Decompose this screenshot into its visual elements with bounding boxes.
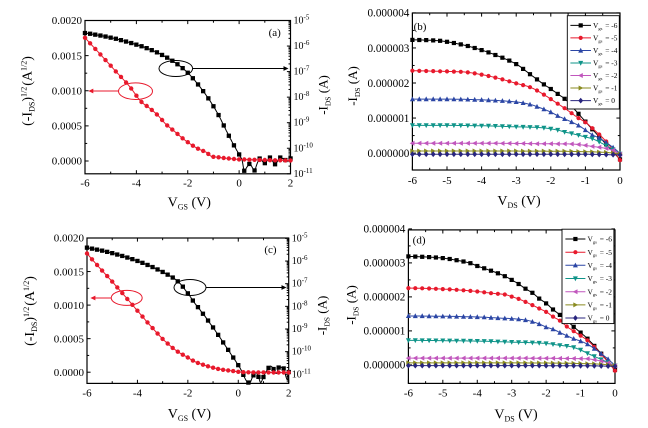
svg-text:(b): (b) xyxy=(414,21,427,33)
svg-text:-2: -2 xyxy=(546,175,555,187)
svg-text:-IDS (A): -IDS (A) xyxy=(344,285,361,325)
svg-text:2: 2 xyxy=(288,178,294,190)
svg-text:-IDS (A): -IDS (A) xyxy=(345,66,362,106)
svg-text:0.0020: 0.0020 xyxy=(52,15,83,27)
svg-text:-3: -3 xyxy=(507,388,517,400)
svg-text:-4: -4 xyxy=(477,175,487,187)
svg-text:0: 0 xyxy=(617,175,623,187)
svg-text:Vgs = -2: Vgs = -2 xyxy=(593,71,618,81)
svg-text:VGS (V): VGS (V) xyxy=(168,407,212,423)
svg-text:-1: -1 xyxy=(581,175,590,187)
svg-text:-2: -2 xyxy=(542,388,551,400)
svg-text:0.000003: 0.000003 xyxy=(367,43,409,55)
svg-text:(c): (c) xyxy=(264,244,277,256)
svg-text:VDS (V): VDS (V) xyxy=(497,194,541,210)
svg-text:-2: -2 xyxy=(183,388,192,400)
svg-text:0.000004: 0.000004 xyxy=(363,224,405,236)
svg-text:-6: -6 xyxy=(408,175,418,187)
svg-text:Vgs = -2: Vgs = -2 xyxy=(588,287,613,297)
svg-text:-4: -4 xyxy=(132,178,142,190)
svg-text:Vgs = -5: Vgs = -5 xyxy=(593,34,618,44)
svg-text:-2: -2 xyxy=(183,178,192,190)
svg-text:Vgs = -6: Vgs = -6 xyxy=(588,235,613,245)
svg-text:0.0000: 0.0000 xyxy=(52,156,83,168)
svg-text:0.0015: 0.0015 xyxy=(52,50,83,62)
svg-text:0.000003: 0.000003 xyxy=(363,258,405,270)
svg-text:-4: -4 xyxy=(133,388,143,400)
svg-text:0: 0 xyxy=(612,388,618,400)
svg-text:-1: -1 xyxy=(576,388,585,400)
svg-text:0.000001: 0.000001 xyxy=(363,326,405,338)
svg-text:Vgs = -3: Vgs = -3 xyxy=(593,59,618,69)
svg-text:0.0010: 0.0010 xyxy=(52,85,83,97)
svg-text:VDS (V): VDS (V) xyxy=(494,408,538,424)
svg-text:0.000000: 0.000000 xyxy=(367,148,409,160)
svg-text:0.000002: 0.000002 xyxy=(367,78,409,90)
svg-text:Vgs = 0: Vgs = 0 xyxy=(588,314,610,324)
svg-text:Vgs = -4: Vgs = -4 xyxy=(593,46,618,56)
svg-text:0.0010: 0.0010 xyxy=(54,300,85,312)
svg-text:0.0015: 0.0015 xyxy=(54,266,85,278)
svg-text:Vgs = -4: Vgs = -4 xyxy=(588,261,613,271)
svg-text:Vgs = -1: Vgs = -1 xyxy=(588,300,613,310)
svg-text:0.0005: 0.0005 xyxy=(52,121,83,133)
svg-text:0.0005: 0.0005 xyxy=(54,333,85,345)
svg-text:-6: -6 xyxy=(80,178,90,190)
svg-text:Vgs = 0: Vgs = 0 xyxy=(593,96,615,106)
svg-text:0: 0 xyxy=(236,388,242,400)
svg-text:0.000004: 0.000004 xyxy=(367,8,409,20)
svg-text:0.0000: 0.0000 xyxy=(54,367,85,379)
svg-text:Vgs = -1: Vgs = -1 xyxy=(593,84,618,94)
svg-text:0.000001: 0.000001 xyxy=(367,113,409,125)
svg-text:-IDS (A): -IDS (A) xyxy=(316,75,333,115)
svg-text:0: 0 xyxy=(236,178,242,190)
svg-text:-5: -5 xyxy=(438,388,448,400)
svg-text:-4: -4 xyxy=(473,388,483,400)
svg-text:Vgs = -5: Vgs = -5 xyxy=(588,248,613,258)
svg-text:-6: -6 xyxy=(82,388,92,400)
svg-text:Vgs = -6: Vgs = -6 xyxy=(593,21,618,31)
svg-text:0.0020: 0.0020 xyxy=(54,233,85,245)
svg-text:-6: -6 xyxy=(404,388,414,400)
svg-text:-IDS (A): -IDS (A) xyxy=(315,296,332,336)
svg-text:Vgs = -3: Vgs = -3 xyxy=(588,274,613,284)
svg-text:(a): (a) xyxy=(269,27,282,39)
svg-text:0.000002: 0.000002 xyxy=(363,292,405,304)
svg-text:(d): (d) xyxy=(413,235,426,247)
svg-text:-5: -5 xyxy=(442,175,452,187)
svg-text:0.000000: 0.000000 xyxy=(363,360,405,372)
svg-text:VGS (V): VGS (V) xyxy=(168,195,212,211)
svg-text:-3: -3 xyxy=(512,175,522,187)
svg-text:2: 2 xyxy=(286,388,292,400)
